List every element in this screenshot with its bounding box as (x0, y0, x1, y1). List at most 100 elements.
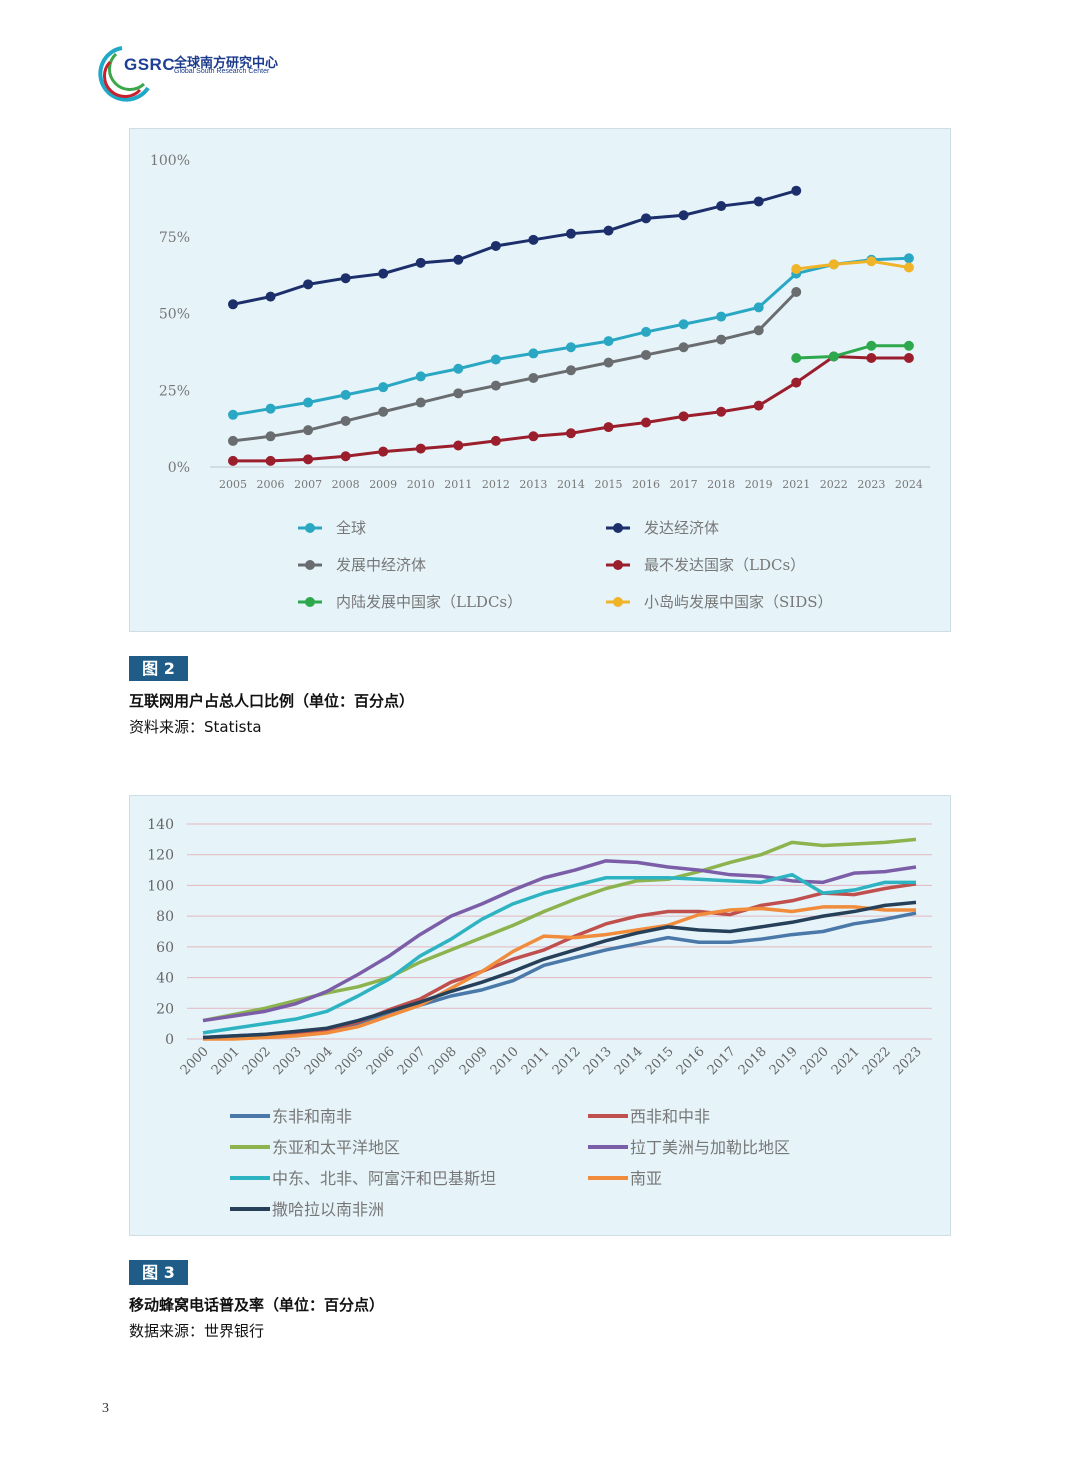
legend-marker-发达经济体 (613, 523, 623, 533)
x-tick-label: 2008 (426, 1044, 460, 1078)
data-point-发达经济体 (453, 254, 464, 265)
x-tick-label: 2021 (782, 478, 810, 491)
y-tick-label: 20 (156, 1001, 174, 1017)
data-point-全球 (453, 363, 464, 374)
data-point-发展中经济体 (603, 357, 614, 368)
x-tick-label: 2008 (332, 478, 360, 491)
figure-2-tag: 图 2 (129, 656, 188, 681)
data-point-发达经济体 (415, 257, 426, 268)
y-tick-label: 140 (147, 817, 174, 833)
data-point-全球 (415, 371, 426, 382)
data-point-发达经济体 (716, 201, 727, 212)
legend-marker-小岛屿发展中国家-SIDS- (613, 597, 623, 607)
y-tick-label: 0 (165, 1032, 174, 1048)
x-tick-label: 2023 (857, 478, 885, 491)
data-point-小岛屿发展中国家-SIDS- (866, 256, 877, 267)
data-point-发展中经济体 (678, 342, 689, 353)
data-point-最不发达国家-LDCs- (565, 428, 576, 439)
figure-2-source: 资料来源：Statista (129, 718, 262, 736)
series-line-中东-北非-阿富汗和巴基斯坦 (202, 872, 916, 1035)
data-point-小岛屿发展中国家-SIDS- (828, 259, 839, 270)
legend-label-西非和中非: 西非和中非 (630, 1107, 710, 1126)
legend-label-拉丁美洲与加勒比地区: 拉丁美洲与加勒比地区 (630, 1138, 790, 1157)
x-tick-label: 2011 (444, 478, 472, 491)
x-tick-label: 2007 (294, 478, 322, 491)
x-tick-label: 2001 (209, 1044, 243, 1078)
data-point-最不发达国家-LDCs- (603, 422, 614, 433)
x-tick-label: 2000 (178, 1044, 212, 1078)
x-tick-label: 2015 (643, 1044, 677, 1078)
legend-label-发展中经济体: 发展中经济体 (336, 556, 426, 574)
data-point-最不发达国家-LDCs- (415, 443, 426, 454)
data-point-发达经济体 (753, 196, 764, 207)
chart-panel-mobile-subscriptions: 0 20 40 60 80 100 120 140 2000 2001 2002 2003 2004 20… (129, 795, 951, 1236)
x-tick-label: 2009 (457, 1044, 491, 1078)
data-point-内陆发展中国家-LLDCs- (866, 340, 877, 351)
legend-marker-内陆发展中国家-LLDCs- (305, 597, 315, 607)
data-point-最不发达国家-LDCs- (678, 411, 689, 422)
data-point-发展中经济体 (228, 435, 238, 446)
data-point-发展中经济体 (791, 287, 802, 298)
figure-3-caption: 移动蜂窝电话普及率（单位：百分点） (129, 1296, 385, 1314)
data-point-最不发达国家-LDCs- (265, 455, 276, 466)
data-point-全球 (678, 319, 689, 330)
legend-label-南亚: 南亚 (630, 1169, 662, 1188)
series-line-东非和南非 (202, 911, 917, 1040)
data-point-最不发达国家-LDCs- (228, 455, 238, 466)
x-tick-label: 2009 (369, 478, 397, 491)
x-tick-label: 2005 (333, 1044, 367, 1078)
legend-label-东亚和太平洋地区: 东亚和太平洋地区 (272, 1138, 400, 1157)
chart-internet-users: 0% 25% 50% 75% 100% 2005 2006 2007 2008 2009 2010 2… (150, 153, 930, 611)
data-point-全球 (340, 389, 351, 400)
legend-marker-发展中经济体 (305, 560, 315, 570)
x-tick-label: 2006 (257, 478, 285, 491)
x-tick-label: 2017 (670, 478, 698, 491)
data-point-发展中经济体 (565, 365, 576, 376)
data-point-最不发达国家-LDCs- (490, 435, 501, 446)
data-point-最不发达国家-LDCs- (641, 417, 652, 428)
data-point-发达经济体 (641, 213, 652, 224)
series-line-小岛屿发展中国家-SIDS- (796, 259, 910, 271)
data-point-发展中经济体 (378, 406, 389, 417)
legend-label-东非和南非: 东非和南非 (272, 1107, 352, 1126)
data-point-全球 (603, 336, 614, 347)
x-tick-label: 2016 (674, 1044, 708, 1078)
x-tick-label: 2022 (860, 1044, 894, 1078)
data-point-发达经济体 (603, 225, 614, 236)
chart-mobile-subscriptions: 0204060801001201402000200120022003200420… (147, 817, 932, 1219)
x-tick-label: 2017 (705, 1044, 739, 1078)
y-tick-label: 40 (156, 971, 174, 987)
figure-3-tag: 图 3 (129, 1260, 188, 1285)
x-tick-label: 2024 (895, 478, 923, 491)
data-point-全球 (903, 253, 914, 264)
gsrc-logo (98, 40, 300, 102)
x-tick-label: 2014 (557, 478, 585, 491)
y-tick-label: 0% (168, 460, 190, 476)
data-point-全球 (716, 311, 727, 322)
data-point-发达经济体 (528, 234, 539, 245)
legend-label-发达经济体: 发达经济体 (644, 519, 719, 537)
data-point-发展中经济体 (490, 380, 501, 391)
x-tick-label: 2018 (736, 1044, 770, 1078)
x-tick-label: 2012 (550, 1044, 584, 1078)
data-point-全球 (753, 302, 764, 313)
x-tick-label: 2016 (632, 478, 660, 491)
series-line-全球 (232, 256, 909, 417)
x-tick-label: 2011 (519, 1044, 553, 1078)
y-tick-label: 120 (147, 848, 174, 864)
x-tick-label: 2013 (519, 478, 547, 491)
data-point-全球 (228, 409, 238, 420)
data-point-最不发达国家-LDCs- (866, 353, 877, 364)
x-tick-label: 2023 (891, 1044, 925, 1078)
data-point-全球 (265, 403, 276, 414)
data-point-发展中经济体 (265, 431, 276, 442)
x-tick-label: 2010 (488, 1044, 522, 1078)
data-point-发展中经济体 (716, 334, 727, 345)
data-point-全球 (565, 342, 576, 353)
data-point-发展中经济体 (753, 325, 764, 336)
data-point-全球 (303, 397, 314, 408)
legend-marker-全球 (305, 523, 315, 533)
x-tick-label: 2010 (407, 478, 435, 491)
logo-english-name: Global South Research Center (174, 68, 270, 75)
data-point-全球 (641, 326, 652, 337)
